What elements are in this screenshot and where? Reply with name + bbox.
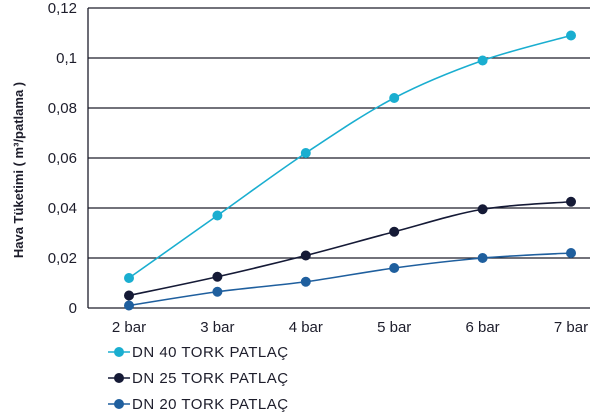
y-tick-label: 0,06	[48, 150, 77, 167]
data-point	[566, 31, 576, 41]
y-tick-label: 0,02	[48, 250, 77, 267]
data-point	[301, 277, 311, 287]
grid-lines	[88, 8, 590, 308]
legend-item: DN 25 TORK PATLAÇ	[108, 370, 289, 387]
x-tick-label: 3 bar	[200, 319, 234, 336]
y-tick-label: 0	[69, 300, 77, 317]
legend: DN 40 TORK PATLAÇ DN 25 TORK PATLAÇ DN 20 …	[108, 344, 289, 413]
legend-label: DN 25 TORK PATLAÇ	[132, 370, 289, 387]
y-axis-ticks: 0 0,02 0,04 0,06 0,08 0,1 0,12	[48, 0, 77, 317]
data-point	[212, 287, 222, 297]
data-point	[301, 251, 311, 261]
data-point	[389, 263, 399, 273]
data-point	[478, 204, 488, 214]
series-group	[124, 31, 576, 311]
series-line	[129, 253, 571, 306]
legend-label: DN 40 TORK PATLAÇ	[132, 344, 289, 361]
data-point	[389, 93, 399, 103]
series-2	[124, 197, 576, 301]
y-tick-label: 0,08	[48, 100, 77, 117]
data-point	[566, 248, 576, 258]
data-point	[566, 197, 576, 207]
series-1	[124, 31, 576, 284]
data-point	[478, 56, 488, 66]
data-point	[124, 273, 134, 283]
legend-marker	[114, 399, 124, 409]
x-tick-label: 7 bar	[554, 319, 588, 336]
x-tick-label: 4 bar	[289, 319, 323, 336]
y-axis-label: Hava Tüketimi ( m³/patlama )	[11, 82, 26, 258]
y-tick-label: 0,04	[48, 200, 77, 217]
data-point	[124, 301, 134, 311]
y-tick-label: 0,12	[48, 0, 77, 17]
y-tick-label: 0,1	[56, 50, 77, 67]
series-line	[129, 202, 571, 296]
data-point	[389, 227, 399, 237]
x-tick-label: 5 bar	[377, 319, 411, 336]
data-point	[301, 148, 311, 158]
data-point	[478, 253, 488, 263]
data-point	[212, 272, 222, 282]
legend-item: DN 20 TORK PATLAÇ	[108, 396, 289, 413]
data-point	[124, 291, 134, 301]
legend-item: DN 40 TORK PATLAÇ	[108, 344, 289, 361]
data-point	[212, 211, 222, 221]
x-tick-label: 6 bar	[465, 319, 499, 336]
x-tick-label: 2 bar	[112, 319, 146, 336]
legend-marker	[114, 347, 124, 357]
legend-label: DN 20 TORK PATLAÇ	[132, 396, 289, 413]
legend-marker	[114, 373, 124, 383]
x-axis-ticks: 2 bar 3 bar 4 bar 5 bar 6 bar 7 bar	[112, 319, 588, 336]
series-line	[129, 36, 571, 279]
